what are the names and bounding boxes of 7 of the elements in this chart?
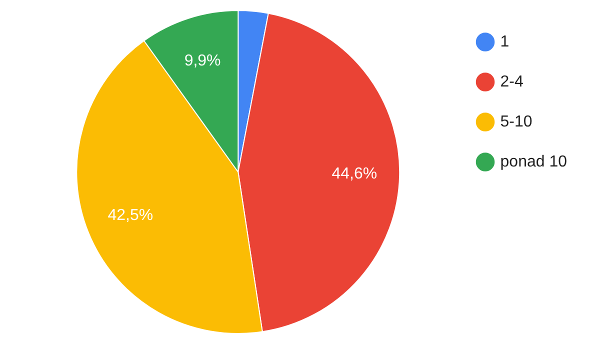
data-label: 44,6% bbox=[332, 166, 378, 183]
legend-label: 1 bbox=[500, 33, 510, 50]
data-label: 9,9% bbox=[184, 52, 221, 70]
legend-label: ponad 10 bbox=[500, 153, 568, 170]
data-label: 42,5% bbox=[108, 207, 154, 224]
legend-label: 5-10 bbox=[500, 113, 532, 130]
legend-label: 2-4 bbox=[500, 73, 524, 90]
